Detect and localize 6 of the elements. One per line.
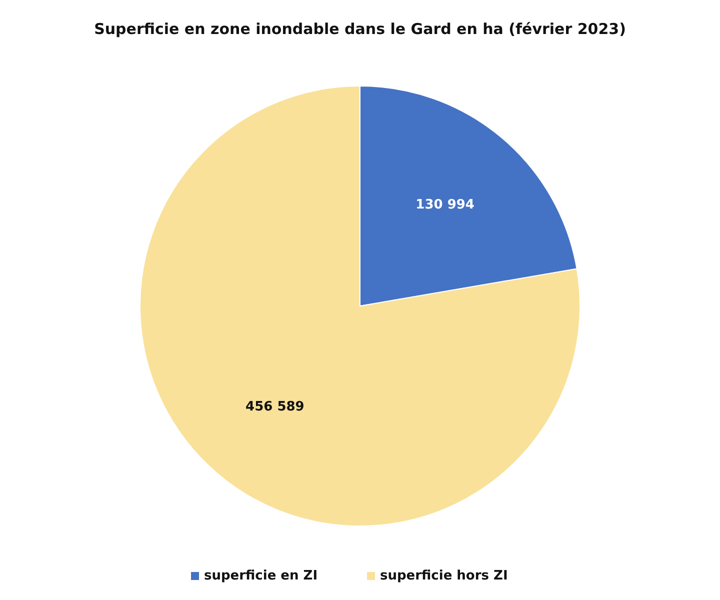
data-label: 456 589 bbox=[246, 399, 304, 414]
legend-label: superficie hors ZI bbox=[380, 568, 508, 584]
data-label: 130 994 bbox=[416, 198, 474, 213]
chart-title: Superficie en zone inondable dans le Gard en ha (février 2023) bbox=[94, 20, 626, 38]
legend-label: superficie en ZI bbox=[204, 568, 318, 584]
pie-slice bbox=[140, 86, 580, 526]
